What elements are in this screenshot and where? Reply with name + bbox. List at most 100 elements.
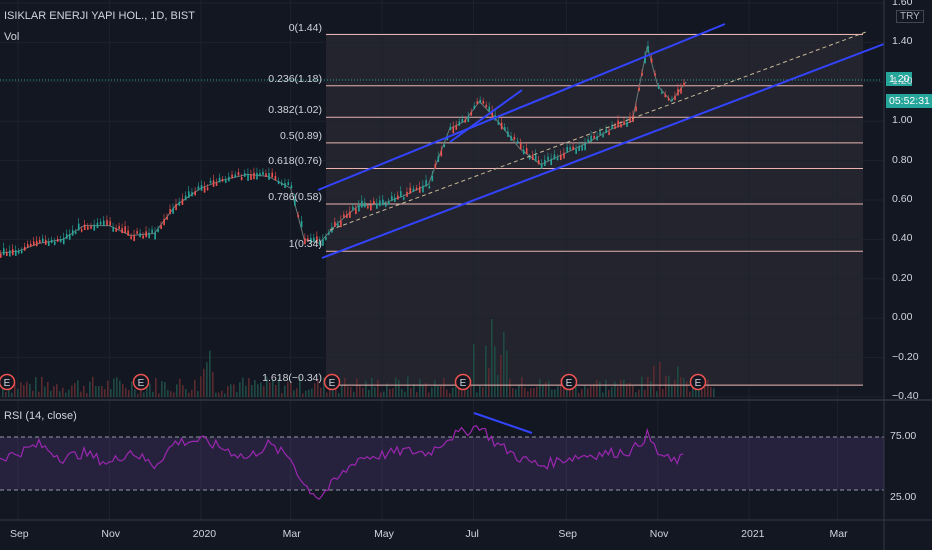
volume-bar [566, 389, 568, 397]
earnings-marker[interactable] [132, 373, 150, 391]
volume-bar [89, 381, 91, 397]
volume-bar [248, 378, 250, 397]
volume-bar [551, 389, 553, 397]
volume-bar [434, 380, 436, 397]
candle [528, 157, 531, 160]
candle [373, 200, 375, 204]
earnings-marker[interactable] [560, 373, 578, 391]
volume-bar [302, 393, 304, 397]
volume-bar [170, 390, 172, 397]
volume-bar [473, 343, 475, 397]
volume-bar [353, 391, 355, 397]
volume-bar [692, 384, 694, 397]
volume-bar [428, 392, 430, 397]
rsi-lower-label: 25.00 [890, 491, 917, 503]
earnings-marker[interactable] [689, 373, 707, 391]
time-tick-label: May [374, 528, 394, 540]
candle [59, 239, 62, 243]
symbol-title[interactable]: ISIKLAR ENERJI YAPI HOL., 1D, BIST [4, 10, 195, 22]
currency-button[interactable]: TRY [896, 10, 924, 23]
earnings-marker[interactable] [323, 373, 341, 391]
rsi-title[interactable]: RSI (14, close) [4, 410, 77, 422]
volume-bar [71, 385, 73, 397]
volume-bar [62, 387, 64, 397]
channel-lower-line[interactable] [321, 43, 885, 259]
candle [575, 148, 577, 154]
price-tick-label: 0.80 [892, 153, 913, 166]
candle [77, 223, 80, 231]
volume-bar [386, 383, 388, 397]
volume-bar [686, 381, 688, 397]
volume-bar [695, 383, 697, 397]
volume-bar [320, 387, 322, 397]
candle [80, 229, 83, 232]
candle [418, 186, 421, 193]
candle [188, 191, 190, 198]
candle [294, 199, 296, 206]
volume-bar [242, 377, 244, 397]
rsi-divergence-line[interactable] [473, 412, 533, 434]
candle [563, 152, 565, 159]
rsi-line[interactable] [0, 424, 684, 500]
candle [184, 195, 187, 201]
volume-bar [326, 392, 328, 397]
candle [44, 239, 47, 245]
candle [500, 122, 503, 130]
volume-bar [704, 381, 706, 397]
candle [148, 232, 150, 239]
candle [130, 236, 132, 240]
candle [0, 254, 2, 258]
candle [244, 173, 246, 177]
candle [112, 227, 114, 232]
volume-bar [425, 383, 427, 397]
candle [20, 250, 23, 254]
volume-bar [596, 379, 598, 397]
candle [507, 131, 509, 137]
earnings-marker[interactable] [454, 373, 472, 391]
volume-bar [506, 350, 508, 397]
candle [178, 201, 181, 206]
volume-bar [335, 388, 337, 397]
volume-bar [395, 377, 397, 397]
volume-bar [683, 378, 685, 397]
candle [531, 155, 534, 161]
volume-bar [299, 376, 301, 397]
candle [409, 187, 412, 194]
candle [513, 136, 516, 140]
candle [431, 175, 434, 182]
channel-upper-line[interactable] [317, 23, 726, 191]
fib-label: 1(0.34) [288, 238, 322, 251]
divergence-line[interactable] [449, 89, 523, 143]
candle [664, 94, 667, 98]
candle [35, 240, 38, 247]
candle [47, 241, 50, 246]
earnings-marker[interactable] [0, 373, 16, 391]
volume-bar [560, 378, 562, 397]
candle [121, 228, 123, 234]
rsi-band [0, 437, 884, 490]
candle [175, 203, 177, 211]
volume-bar [635, 392, 637, 397]
earnings-marker-label: E [138, 378, 145, 389]
candle [358, 205, 360, 212]
candle [361, 200, 363, 208]
volume-bar [173, 392, 175, 397]
candle [641, 72, 643, 76]
volume-bar [287, 382, 289, 397]
candle [680, 88, 682, 94]
candle [623, 121, 625, 125]
volume-bar [284, 385, 286, 397]
candle [163, 218, 165, 226]
candle [683, 82, 685, 87]
candle [578, 146, 580, 152]
volume-bar [515, 389, 517, 397]
channel-midline[interactable] [329, 31, 867, 231]
volume-bar [392, 388, 394, 397]
volume-bar [668, 375, 670, 397]
volume-bar [50, 390, 52, 397]
candle [172, 208, 174, 214]
volume-bar [146, 385, 148, 397]
candle [200, 185, 203, 191]
volume-bar [488, 368, 490, 397]
